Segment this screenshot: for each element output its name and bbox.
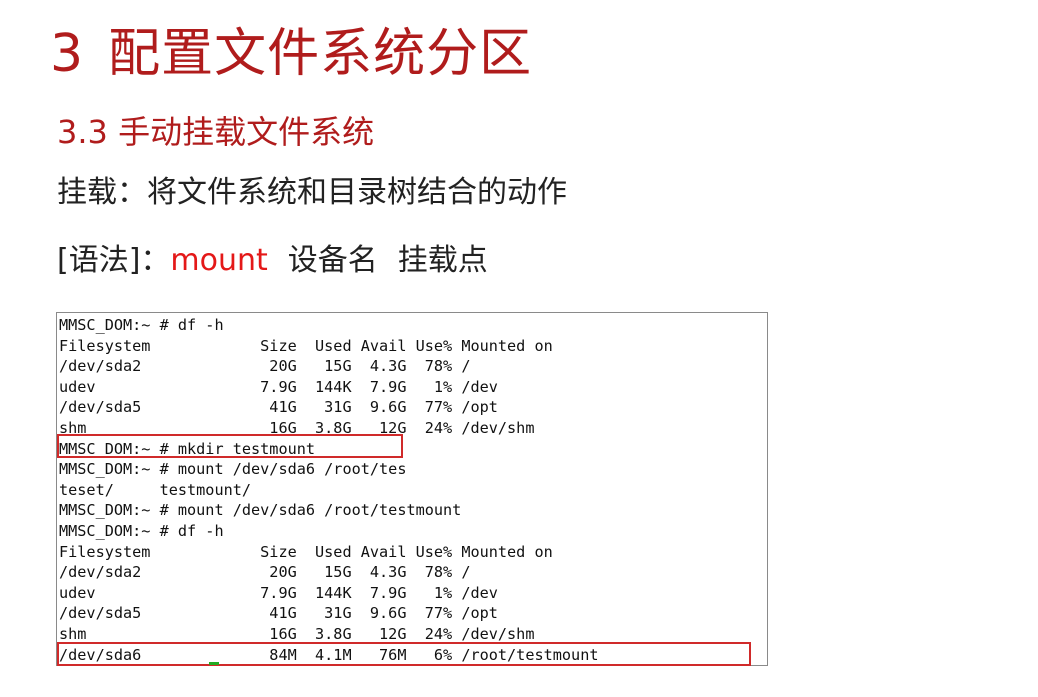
terminal-line: /dev/sda6 84M 4.1M 76M 6% /root/testmoun…	[59, 645, 599, 664]
section-number: 3	[50, 24, 85, 84]
terminal-line: teset/ testmount/	[59, 480, 252, 499]
terminal-screenshot: MMSC_DOM:~ # df -h Filesystem Size Used …	[56, 312, 768, 666]
terminal-line: /dev/sda2 20G 15G 4.3G 78% /	[59, 563, 471, 582]
section-title: 3 配置文件系统分区	[50, 14, 532, 94]
syntax-line: [语法]：mount 设备名 挂载点	[57, 238, 488, 284]
terminal-line: MMSC_DOM:~ # mount /dev/sda6 /root/tes	[59, 460, 407, 479]
terminal-line: udev 7.9G 144K 7.9G 1% /dev	[59, 583, 498, 602]
terminal-output: MMSC_DOM:~ # df -h Filesystem Size Used …	[59, 315, 765, 665]
terminal-line: udev 7.9G 144K 7.9G 1% /dev	[59, 377, 498, 396]
syntax-arg-mountpoint: 挂载点	[397, 243, 488, 278]
syntax-arg-device: 设备名	[287, 243, 378, 278]
terminal-line: /dev/sda5 41G 31G 9.6G 77% /opt	[59, 398, 498, 417]
terminal-line: MMSC_DOM:~ # df -h	[59, 316, 224, 334]
terminal-line: Filesystem Size Used Avail Use% Mounted …	[59, 542, 553, 561]
subsection-title: 3.3 手动挂载文件系统	[57, 113, 375, 151]
terminal-line: shm 16G 3.8G 12G 24% /dev/shm	[59, 418, 535, 437]
cursor-mark	[209, 662, 219, 665]
section-heading: 配置文件系统分区	[108, 24, 533, 84]
terminal-line: MMSC_DOM:~ # df -h	[59, 521, 224, 540]
mount-definition: 挂载：将文件系统和目录树结合的动作	[57, 175, 567, 210]
syntax-command: mount	[170, 243, 268, 278]
terminal-line: shm 16G 3.8G 12G 24% /dev/shm	[59, 624, 535, 643]
syntax-label: [语法]：	[57, 243, 171, 278]
terminal-line: MMSC_DOM:~ # mount /dev/sda6 /root/testm…	[59, 501, 462, 520]
terminal-line: /dev/sda5 41G 31G 9.6G 77% /opt	[59, 604, 498, 623]
terminal-line: Filesystem Size Used Avail Use% Mounted …	[59, 336, 553, 355]
terminal-line: /dev/sda2 20G 15G 4.3G 78% /	[59, 357, 471, 376]
terminal-line: MMSC_DOM:~ # mkdir testmount	[59, 439, 316, 458]
